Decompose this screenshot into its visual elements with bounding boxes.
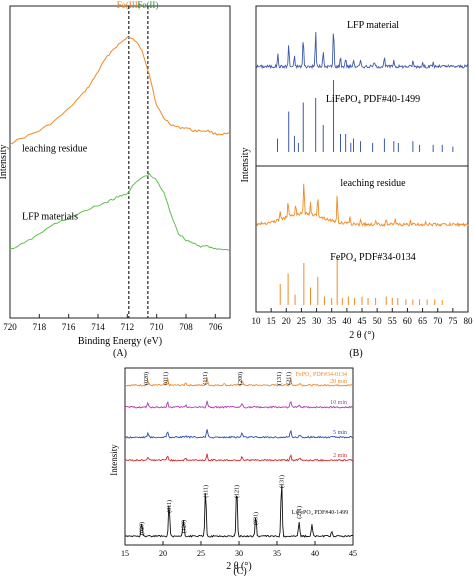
- peak-label: (011): [163, 372, 170, 385]
- panel-b: 10 15 20 25 30 35 40 45 50 55 60 65 70 75 80 2 θ (°) Int…: [238, 0, 474, 362]
- series-line: [9, 36, 231, 145]
- panel-c: 15 20 25 30 35 40 45 2 θ (°) Intensity FePO₄ PDF#…: [95, 360, 385, 579]
- x-tick-label: 718: [33, 322, 47, 332]
- x-tick-label: 70: [433, 316, 443, 326]
- panel-caption: (B): [349, 348, 362, 359]
- pattern-label: FePO₄ PDF#34-0134: [296, 372, 347, 378]
- peak-label: (121): [234, 485, 241, 498]
- y-axis-label: Intensity: [240, 148, 251, 183]
- x-tick-label: 60: [403, 316, 413, 326]
- x-tick-label: 65: [418, 316, 428, 326]
- diffraction-pattern: [124, 429, 354, 439]
- x-tick-label: 40: [311, 549, 319, 558]
- x-tick-label: 10: [252, 316, 262, 326]
- pattern-label: LiFePO₄ PDF#40-1499: [292, 510, 349, 516]
- peak-label: (120): [181, 520, 188, 533]
- pattern-label: leaching residue: [340, 178, 406, 189]
- pattern-label: FePO₄ PDF#34-0134: [330, 252, 415, 263]
- pattern-label: 5 min: [333, 430, 347, 436]
- x-tick-label: 35: [273, 549, 281, 558]
- peak-label: (111): [202, 372, 209, 385]
- x-tick-label: 35: [327, 316, 337, 326]
- panel-caption: (A): [113, 348, 127, 359]
- x-tick-label: 708: [179, 322, 193, 332]
- peak-label: (131): [279, 475, 286, 488]
- diffraction-pattern: [124, 453, 354, 462]
- panel-caption: (C): [233, 566, 246, 577]
- reference-line-label: Fe(III): [117, 0, 141, 10]
- x-tick-label: 80: [464, 316, 474, 326]
- plot-frame: [255, 5, 469, 313]
- peak-label: (200): [237, 372, 244, 385]
- x-tick-label: 50: [373, 316, 383, 326]
- series-label: leaching residue: [22, 143, 88, 154]
- pattern-label: LFP material: [347, 20, 399, 31]
- plot-frame: [124, 367, 354, 546]
- y-axis-label: Intensity: [0, 145, 9, 180]
- peak-label: (211): [286, 372, 293, 385]
- xrd-comparison-chart: 10 15 20 25 30 35 40 45 50 55 60 65 70 75 80 2 θ (°) Int…: [240, 5, 474, 359]
- x-tick-label: 706: [209, 322, 223, 332]
- peak-label: (020): [143, 372, 150, 385]
- peak-label: (131): [276, 372, 283, 385]
- x-tick-label: 712: [121, 322, 135, 332]
- pattern-label: LiFePO₄ PDF#40-1499: [326, 94, 420, 105]
- x-tick-label: 45: [349, 549, 357, 558]
- x-tick-label: 25: [297, 316, 307, 326]
- x-tick-label: 15: [267, 316, 277, 326]
- pattern-label: 20 min: [330, 379, 347, 385]
- x-tick-label: 720: [3, 322, 17, 332]
- x-axis-label: 2 θ (°): [226, 561, 251, 572]
- x-tick-label: 25: [197, 549, 205, 558]
- peak-label: (020): [139, 522, 146, 535]
- reference-line-label: Fe(II): [137, 0, 158, 10]
- plot-frame: [9, 5, 231, 319]
- x-tick-label: 15: [121, 549, 129, 558]
- x-axis-label: Binding Energy (eV): [78, 336, 162, 347]
- peak-label: (011): [166, 500, 173, 513]
- xps-chart: 720 718 716 714 712 710 708 706 Binding Energy (…: [0, 0, 231, 359]
- x-tick-label: 30: [235, 549, 243, 558]
- series-label: LFP materials: [22, 211, 78, 222]
- diffraction-pattern: [255, 31, 469, 70]
- diffraction-pattern: [124, 485, 354, 538]
- x-axis-label: 2 θ (°): [349, 330, 374, 341]
- diffraction-pattern: [124, 376, 354, 387]
- x-tick-label: 714: [91, 322, 105, 332]
- x-tick-label: 40: [342, 316, 352, 326]
- diffraction-pattern: [124, 400, 354, 409]
- series-line: [9, 172, 231, 251]
- x-tick-label: 710: [150, 322, 164, 332]
- x-tick-label: 716: [62, 322, 76, 332]
- x-tick-label: 30: [312, 316, 322, 326]
- diffraction-pattern: [255, 183, 469, 228]
- x-tick-label: 75: [448, 316, 458, 326]
- pattern-label: 2 min: [333, 453, 347, 459]
- y-axis-label: Intensity: [109, 444, 119, 476]
- panel-a: 720 718 716 714 712 710 708 706 Binding Energy (…: [0, 0, 240, 362]
- x-tick-label: 20: [159, 549, 167, 558]
- peak-label: (111): [203, 485, 210, 498]
- peak-label: (031): [253, 512, 260, 525]
- pattern-label: 10 min: [330, 400, 347, 406]
- x-tick-label: 45: [358, 316, 368, 326]
- x-tick-label: 55: [388, 316, 398, 326]
- peak-label: (211): [296, 506, 303, 519]
- x-tick-label: 20: [282, 316, 292, 326]
- xrd-time-series-chart: 15 20 25 30 35 40 45 2 θ (°) Intensity FePO₄ PDF#…: [109, 367, 357, 577]
